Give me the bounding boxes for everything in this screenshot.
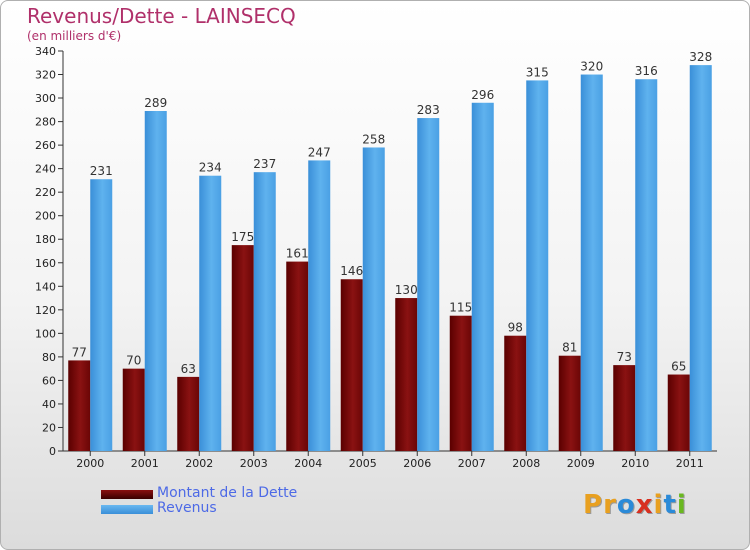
bar-debt: [68, 360, 91, 451]
bar-revenue: [362, 147, 385, 451]
bar-debt: [286, 261, 309, 451]
bar-revenue: [417, 118, 440, 451]
bar-debt: [667, 374, 690, 451]
x-tick-label: 2003: [240, 457, 268, 470]
y-tick-label: 300: [35, 92, 56, 105]
data-label-debt: 98: [508, 321, 523, 335]
chart-subtitle: (en milliers d'€): [27, 29, 122, 43]
data-label-revenue: 289: [144, 96, 167, 110]
y-tick-label: 100: [35, 327, 56, 340]
y-tick-label: 120: [35, 304, 56, 317]
y-tick-label: 180: [35, 233, 56, 246]
bar-debt: [395, 298, 418, 451]
x-tick-label: 2009: [567, 457, 595, 470]
bar-debt: [449, 315, 472, 451]
data-label-revenue: 315: [526, 65, 549, 79]
y-tick-label: 60: [42, 374, 56, 387]
data-label-revenue: 320: [580, 60, 603, 74]
y-tick-label: 160: [35, 257, 56, 270]
bar-debt: [122, 368, 145, 451]
y-tick-label: 240: [35, 163, 56, 176]
data-label-revenue: 234: [199, 161, 222, 175]
y-tick-label: 200: [35, 210, 56, 223]
bar-debt: [613, 365, 636, 451]
y-tick-label: 320: [35, 69, 56, 82]
data-label-debt: 115: [449, 301, 472, 315]
bar-revenue: [526, 80, 549, 451]
bar-revenue: [144, 111, 167, 451]
x-tick-label: 2010: [621, 457, 649, 470]
data-label-revenue: 258: [362, 132, 385, 146]
data-label-debt: 130: [395, 283, 418, 297]
legend-swatch-revenue: [101, 505, 153, 514]
bar-revenue: [199, 175, 222, 452]
data-label-debt: 81: [562, 341, 577, 355]
data-label-debt: 65: [671, 360, 686, 374]
x-tick-label: 2002: [185, 457, 213, 470]
bar-revenue: [580, 74, 603, 451]
data-label-debt: 70: [126, 354, 141, 368]
y-tick-label: 260: [35, 139, 56, 152]
y-tick-label: 220: [35, 186, 56, 199]
x-tick-label: 2008: [512, 457, 540, 470]
bar-debt: [177, 376, 200, 451]
legend-label-debt: Montant de la Dette: [157, 485, 298, 501]
proxiti-logo: Proxiti: [583, 490, 687, 520]
y-tick-label: 80: [42, 351, 56, 364]
data-label-revenue: 237: [253, 157, 276, 171]
y-tick-label: 140: [35, 280, 56, 293]
bar-revenue: [471, 102, 494, 451]
y-tick-label: 40: [42, 398, 56, 411]
data-label-revenue: 316: [635, 64, 658, 78]
bar-revenue: [689, 65, 712, 451]
data-label-revenue: 296: [471, 88, 494, 102]
data-label-debt: 63: [181, 362, 196, 376]
data-label-revenue: 283: [417, 103, 440, 117]
bar-revenue: [90, 179, 113, 451]
legend-swatch-debt: [101, 490, 153, 499]
y-tick-label: 0: [49, 445, 56, 458]
bar-chart: 0 20 40 60 80 100 120 140 160 180 200 220 240 260 280 3…: [35, 45, 717, 470]
bar-revenue: [253, 172, 276, 452]
bar-debt: [231, 245, 254, 451]
data-label-debt: 73: [617, 350, 632, 364]
x-tick-label: 2004: [294, 457, 322, 470]
data-label-revenue: 328: [689, 50, 712, 64]
data-label-debt: 175: [231, 230, 254, 244]
data-label-revenue: 247: [308, 145, 331, 159]
y-tick-label: 20: [42, 421, 56, 434]
x-tick-label: 2011: [676, 457, 704, 470]
data-label-debt: 146: [340, 264, 363, 278]
x-tick-label: 2001: [131, 457, 159, 470]
x-tick-label: 2006: [403, 457, 431, 470]
data-label-debt: 161: [286, 247, 309, 261]
bar-debt: [558, 355, 581, 451]
bar-debt: [340, 279, 363, 451]
y-tick-label: 340: [35, 45, 56, 58]
data-label-revenue: 231: [90, 164, 113, 178]
x-tick-label: 2005: [349, 457, 377, 470]
x-tick-label: 2000: [76, 457, 104, 470]
data-label-debt: 77: [72, 345, 87, 359]
bar-revenue: [635, 79, 658, 451]
chart-title: Revenus/Dette - LAINSECQ: [27, 4, 296, 28]
legend-label-revenue: Revenus: [157, 500, 217, 516]
y-tick-label: 280: [35, 116, 56, 129]
x-tick-label: 2007: [458, 457, 486, 470]
bar-revenue: [308, 160, 331, 452]
bar-debt: [504, 335, 527, 451]
